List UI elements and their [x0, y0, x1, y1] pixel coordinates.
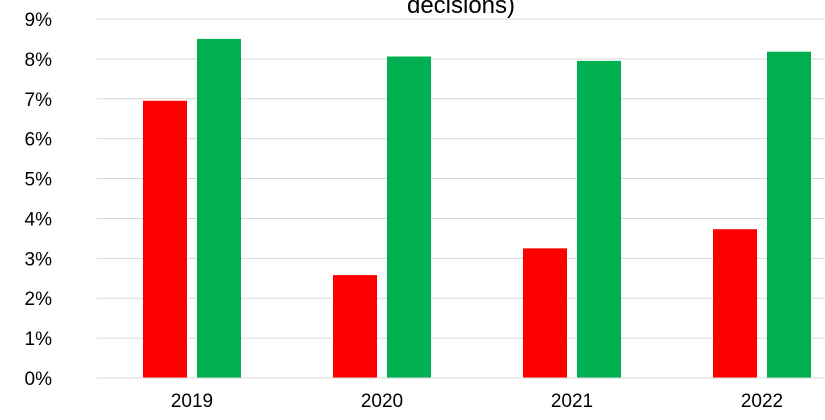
y-axis-ticks: 0% 1% 2% 3% 4% 5% 6% 7% 8% 9%: [25, 10, 53, 390]
bar-red-2020: [333, 275, 377, 378]
x-tick-label: 2019: [171, 391, 213, 412]
bar-green-2019: [197, 38, 241, 378]
y-tick-label: 7%: [25, 90, 53, 111]
y-tick-label: 3%: [25, 249, 53, 270]
x-tick-label: 2021: [551, 391, 593, 412]
bar-green-2020: [387, 56, 431, 379]
bar-red-2019: [143, 100, 187, 379]
y-tick-label: 6%: [25, 130, 53, 151]
y-tick-label: 2%: [25, 289, 53, 310]
y-tick-label: 9%: [25, 10, 53, 31]
bar-green-2022: [767, 51, 811, 378]
bars: [143, 38, 811, 379]
x-axis-ticks: 2019 2020 2021 2022: [171, 391, 783, 412]
y-tick-label: 1%: [25, 329, 53, 350]
x-tick-label: 2020: [361, 391, 403, 412]
bar-red-2022: [713, 229, 757, 378]
y-tick-label: 5%: [25, 170, 53, 191]
chart-title: decisions): [407, 0, 515, 19]
y-tick-label: 0%: [25, 369, 53, 390]
y-tick-label: 8%: [25, 50, 53, 71]
bar-red-2021: [523, 248, 567, 378]
y-tick-label: 4%: [25, 209, 53, 230]
bar-green-2021: [577, 60, 621, 379]
x-tick-label: 2022: [741, 391, 783, 412]
